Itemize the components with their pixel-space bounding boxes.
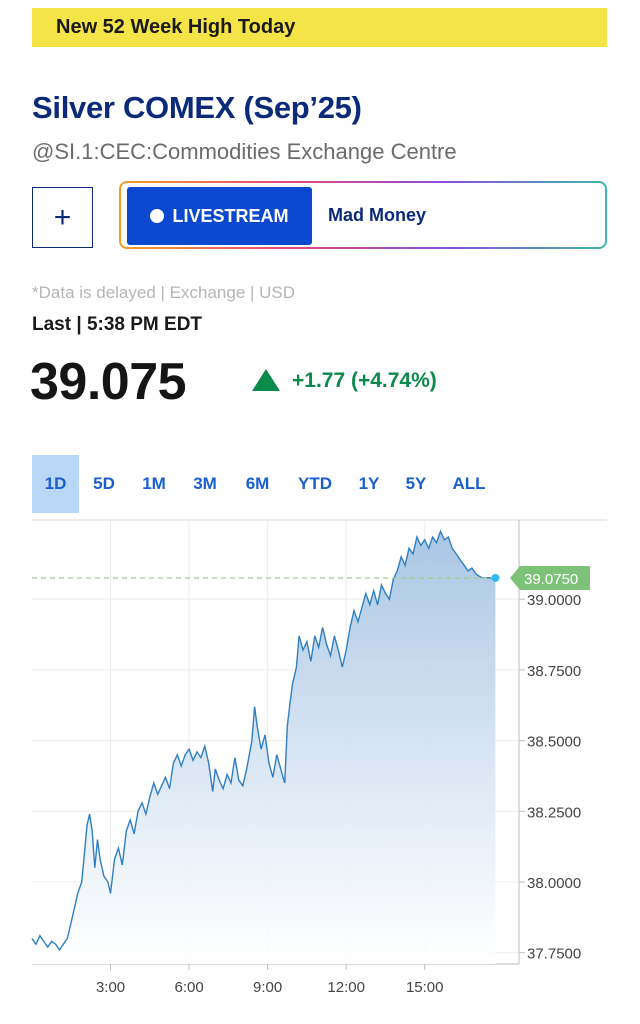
livestream-label: LIVESTREAM bbox=[172, 205, 289, 226]
y-tick-label: 38.5000 bbox=[527, 734, 581, 751]
tab-1y[interactable]: 1Y bbox=[358, 474, 380, 493]
show-name-link[interactable]: Mad Money bbox=[328, 204, 427, 225]
last-price: 39.075 bbox=[30, 353, 187, 411]
up-arrow-icon bbox=[252, 369, 280, 391]
x-tick-label: 9:00 bbox=[253, 979, 282, 996]
new-high-banner: New 52 Week High Today bbox=[32, 8, 607, 47]
tab-1m[interactable]: 1M bbox=[142, 474, 166, 493]
y-tick-label: 38.2500 bbox=[527, 804, 581, 821]
x-tick-label: 6:00 bbox=[174, 979, 203, 996]
tab-ytd[interactable]: YTD bbox=[298, 474, 332, 493]
last-trade-time: Last | 5:38 PM EDT bbox=[32, 314, 203, 335]
y-tick-label: 38.0000 bbox=[527, 875, 581, 892]
last-value-dot bbox=[491, 573, 500, 582]
tab-1d[interactable]: 1D bbox=[32, 455, 79, 513]
livestream-panel: LIVESTREAM Mad Money bbox=[119, 181, 607, 249]
price-line bbox=[31, 529, 496, 952]
live-dot-icon bbox=[150, 209, 165, 223]
last-value-badge bbox=[510, 565, 590, 590]
time-range-tabs: 1D 5D 1M 3M 6M YTD 1Y 5Y ALL bbox=[32, 455, 498, 513]
x-tick-label: 3:00 bbox=[96, 979, 125, 996]
tab-6m[interactable]: 6M bbox=[245, 474, 270, 493]
symbol-subtitle: @SI.1:CEC:Commodities Exchange Centre bbox=[32, 139, 457, 164]
last-value-label: 39.0750 bbox=[524, 571, 578, 588]
x-tick-label: 15:00 bbox=[406, 979, 444, 996]
tab-3m[interactable]: 3M bbox=[193, 474, 217, 493]
add-to-watchlist-button[interactable]: + bbox=[32, 187, 93, 248]
y-tick-label: 37.7500 bbox=[527, 946, 581, 963]
y-tick-label: 38.7500 bbox=[527, 663, 581, 680]
y-tick-label: 39.0000 bbox=[527, 592, 581, 609]
data-disclaimer: *Data is delayed | Exchange | USD bbox=[32, 283, 296, 302]
tab-5y[interactable]: 5Y bbox=[405, 474, 427, 493]
price-change: +1.77 (+4.74%) bbox=[292, 369, 437, 392]
price-chart[interactable]: 37.7500 38.0000 38.2500 38.5000 38.7500 39.00… bbox=[0, 515, 640, 1024]
livestream-panel-inner: LIVESTREAM Mad Money bbox=[121, 183, 605, 247]
tab-all[interactable]: ALL bbox=[452, 474, 486, 493]
tab-5d[interactable]: 5D bbox=[93, 474, 115, 493]
livestream-button[interactable]: LIVESTREAM bbox=[127, 187, 312, 245]
price-area-fill bbox=[32, 531, 496, 964]
page-title: Silver COMEX (Sep’25) bbox=[32, 90, 362, 125]
x-tick-label: 12:00 bbox=[327, 979, 365, 996]
